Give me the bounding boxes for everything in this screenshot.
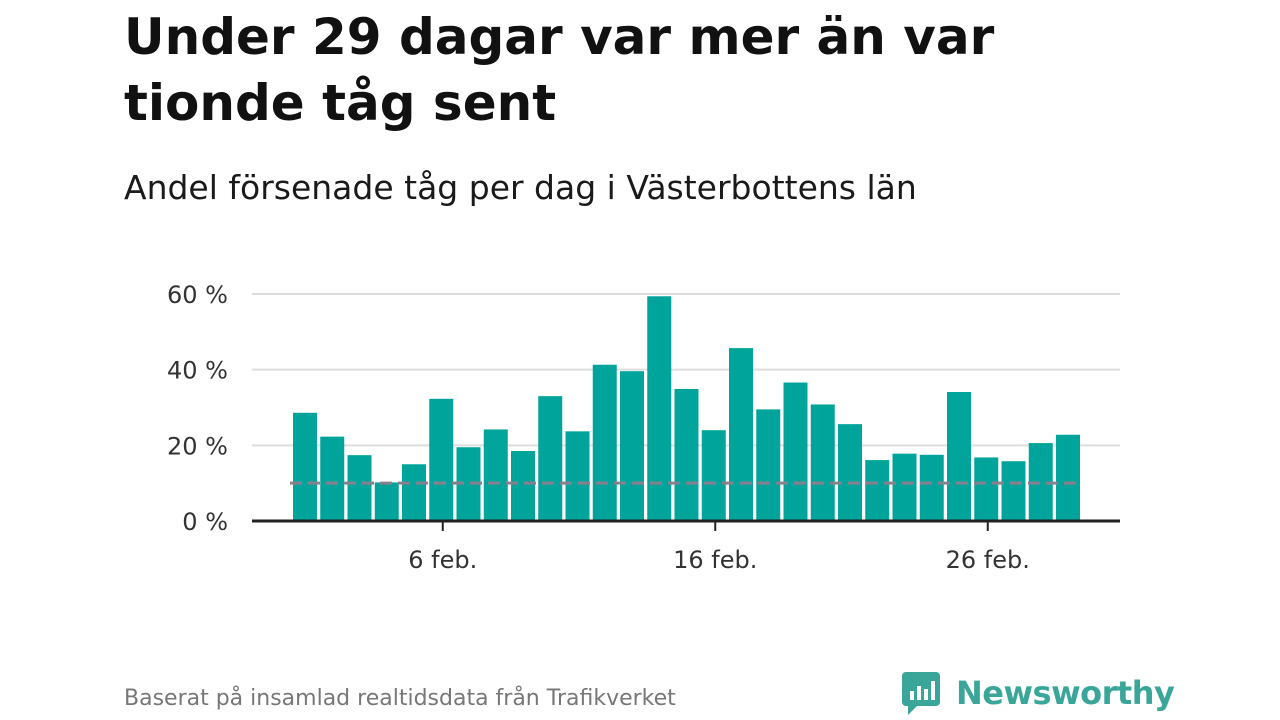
bar bbox=[919, 454, 944, 521]
bar bbox=[783, 382, 808, 521]
bar bbox=[810, 404, 835, 521]
bar bbox=[701, 430, 726, 521]
x-tick-label: 6 feb. bbox=[408, 546, 477, 574]
bar bbox=[756, 409, 781, 521]
y-tick-label: 20 % bbox=[167, 432, 228, 460]
chart-subtitle: Andel försenade tåg per dag i Västerbott… bbox=[124, 168, 917, 207]
bar bbox=[647, 296, 672, 521]
bar bbox=[429, 398, 454, 521]
bar bbox=[538, 396, 563, 521]
bar bbox=[1056, 434, 1080, 521]
x-tick-label: 16 feb. bbox=[673, 546, 757, 574]
bar bbox=[402, 464, 426, 521]
y-tick-label: 40 % bbox=[167, 357, 228, 385]
bar bbox=[374, 482, 399, 521]
bar bbox=[674, 388, 699, 521]
brand-logo: Newsworthy bbox=[900, 670, 1175, 716]
bar bbox=[592, 364, 617, 521]
bar-chart: 0 % 20 % 40 % 60 % 6 feb. 16 feb. 26 feb. bbox=[167, 281, 1120, 574]
y-tick-label: 0 % bbox=[182, 508, 228, 536]
bar bbox=[1001, 461, 1026, 521]
bar bbox=[620, 371, 644, 521]
y-tick-label: 60 % bbox=[167, 281, 228, 309]
bar bbox=[565, 431, 590, 521]
chart-title: Under 29 dagar var mer än var tionde tåg… bbox=[124, 8, 995, 132]
bar bbox=[974, 457, 999, 521]
bar bbox=[947, 391, 971, 521]
y-axis-ticks: 0 % 20 % 40 % 60 % bbox=[167, 281, 228, 536]
bar bbox=[293, 412, 317, 521]
bar bbox=[838, 424, 862, 521]
bar bbox=[892, 453, 917, 521]
x-tick-label: 26 feb. bbox=[946, 546, 1030, 574]
bar bbox=[320, 436, 345, 521]
x-axis-ticks: 6 feb. 16 feb. 26 feb. bbox=[408, 521, 1030, 574]
bar bbox=[483, 429, 508, 521]
bar bbox=[347, 455, 372, 521]
source-note: Baserat på insamlad realtidsdata från Tr… bbox=[124, 686, 676, 711]
bar-chart-speech-bubble-icon bbox=[902, 672, 940, 715]
bars bbox=[293, 296, 1080, 521]
bar bbox=[511, 451, 535, 521]
bar bbox=[865, 460, 890, 521]
bar bbox=[729, 348, 753, 521]
brand-name: Newsworthy bbox=[956, 674, 1175, 712]
